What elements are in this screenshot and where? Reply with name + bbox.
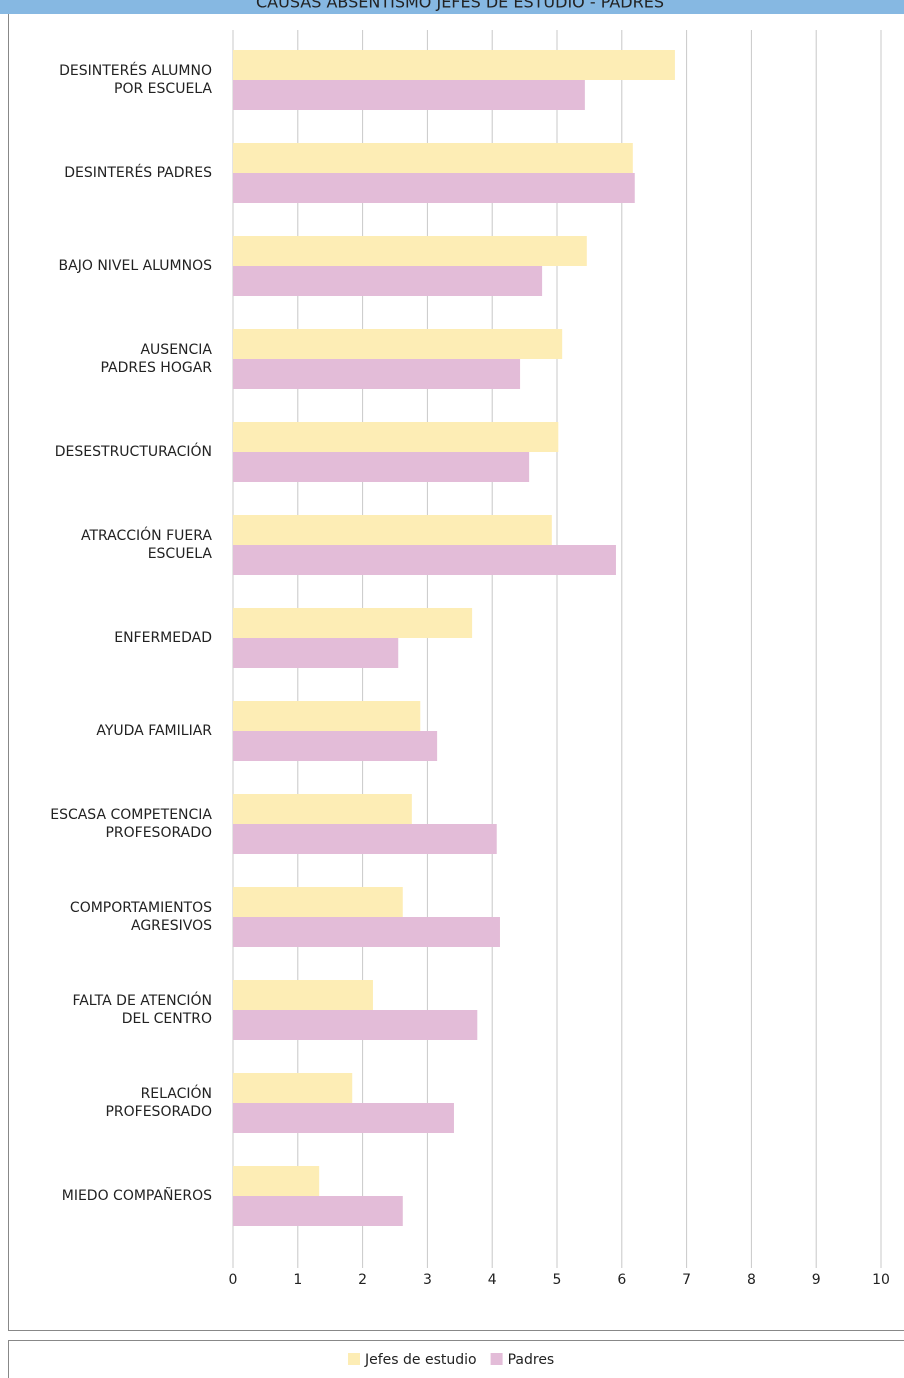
title-bar <box>0 0 904 14</box>
category-label: DESINTERÉS PADRES <box>64 164 212 181</box>
x-tick-label: 6 <box>617 1272 626 1288</box>
x-tick-label: 0 <box>229 1272 238 1288</box>
bar <box>233 1196 403 1226</box>
bar <box>233 329 563 359</box>
x-tick-label: 8 <box>747 1272 756 1288</box>
bar <box>233 515 552 545</box>
x-tick-label: 9 <box>812 1272 821 1288</box>
category-label: BAJO NIVEL ALUMNOS <box>59 258 213 274</box>
bar <box>233 452 530 482</box>
bar <box>233 701 421 731</box>
legend-swatch <box>490 1353 503 1365</box>
legend-label: Jefes de estudio <box>364 1352 477 1368</box>
category-label: POR ESCUELA <box>114 81 212 97</box>
bar <box>233 638 399 668</box>
bar <box>233 1103 454 1133</box>
bar <box>233 545 616 575</box>
bar <box>233 1010 478 1040</box>
bar <box>233 80 585 110</box>
category-label: ENFERMEDAD <box>114 630 212 646</box>
bar <box>233 824 497 854</box>
bar <box>233 887 403 917</box>
x-tick-label: 2 <box>358 1272 367 1288</box>
x-tick-label: 4 <box>488 1272 497 1288</box>
x-tick-label: 5 <box>553 1272 562 1288</box>
bar <box>233 143 633 173</box>
x-tick-label: 3 <box>423 1272 432 1288</box>
bar <box>233 1166 320 1196</box>
category-label: COMPORTAMIENTOS <box>70 900 212 916</box>
bar <box>233 980 373 1010</box>
chart-title: CAUSAS ABSENTISMO JEFES DE ESTUDIO - PAD… <box>256 0 664 12</box>
bar <box>233 359 521 389</box>
bar <box>233 917 500 947</box>
bar <box>233 731 438 761</box>
category-label: DEL CENTRO <box>122 1011 212 1027</box>
category-label: MIEDO COMPAÑEROS <box>62 1187 212 1204</box>
x-tick-label: 1 <box>293 1272 302 1288</box>
bar <box>233 50 675 80</box>
category-label: ATRACCIÓN FUERA <box>81 526 212 544</box>
bar <box>233 1073 353 1103</box>
category-label: PROFESORADO <box>105 1104 212 1120</box>
legend-frame <box>8 1340 904 1378</box>
category-label: DESINTERÉS ALUMNO <box>59 62 212 79</box>
legend-swatch <box>348 1353 360 1365</box>
category-label: AYUDA FAMILIAR <box>96 723 212 739</box>
category-label: ESCUELA <box>148 546 213 562</box>
bar <box>233 608 473 638</box>
category-label: FALTA DE ATENCIÓN <box>72 991 212 1009</box>
bar <box>233 236 587 266</box>
bar <box>233 794 412 824</box>
bar <box>233 173 635 203</box>
category-label: AUSENCIA <box>140 342 212 358</box>
bar <box>233 422 559 452</box>
legend-label: Padres <box>508 1352 555 1368</box>
bar <box>233 266 543 296</box>
x-tick-label: 10 <box>872 1272 890 1288</box>
category-label: AGRESIVOS <box>131 918 212 934</box>
category-label: PROFESORADO <box>105 825 212 841</box>
category-label: ESCASA COMPETENCIA <box>50 807 212 823</box>
category-label: RELACIÓN <box>141 1084 212 1102</box>
category-label: PADRES HOGAR <box>100 360 212 376</box>
frame <box>8 14 904 1331</box>
category-label: DESESTRUCTURACIÓN <box>55 442 212 460</box>
x-tick-label: 7 <box>682 1272 691 1288</box>
